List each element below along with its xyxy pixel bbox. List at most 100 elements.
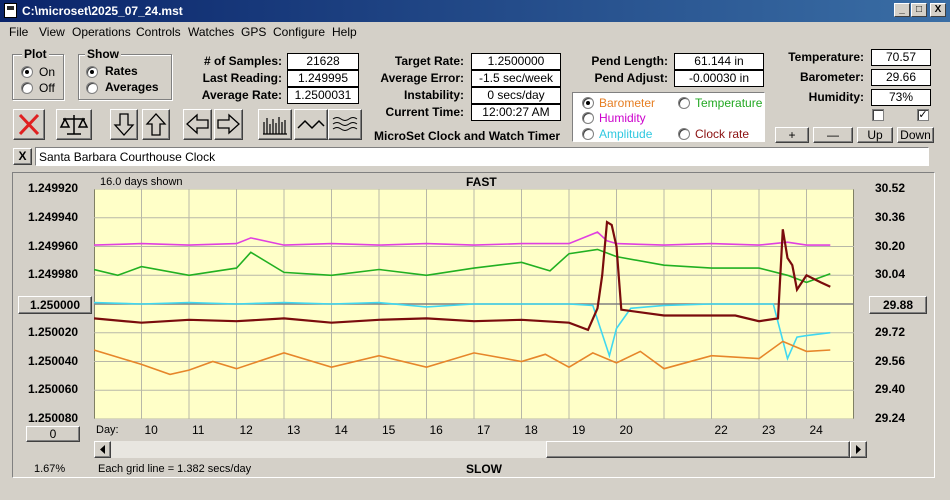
x-axis-tick-label: 18	[524, 423, 538, 437]
rate-chart	[94, 189, 854, 419]
arrow-down-button[interactable]	[110, 109, 138, 140]
scroll-up-button[interactable]: Up	[857, 127, 893, 143]
stop-button[interactable]	[13, 109, 45, 140]
menu-file[interactable]: File	[9, 25, 29, 39]
horizontal-scrollbar[interactable]	[94, 441, 867, 458]
temperature-label: Temperature:	[788, 50, 864, 64]
plot-on-radio[interactable]	[21, 66, 33, 78]
current-barometer-button[interactable]: 29.88	[869, 296, 927, 314]
average-error-label: Average Error:	[380, 71, 464, 85]
clear-name-button[interactable]: X	[13, 148, 32, 165]
show-averages-label: Averages	[105, 80, 159, 94]
show-group: Show Rates Averages	[78, 47, 172, 100]
x-axis-tick-label: 15	[382, 423, 396, 437]
balance-icon	[59, 115, 89, 135]
right-axis-tick-label: 29.72	[875, 324, 906, 339]
samples-label: # of Samples:	[203, 54, 282, 68]
arrow-down-icon	[113, 113, 135, 136]
balance-button[interactable]	[56, 109, 92, 140]
temperature-value: 70.57	[871, 49, 931, 66]
menu-operations[interactable]: Operations	[72, 25, 131, 39]
show-rates-radio[interactable]	[86, 66, 98, 78]
x-axis-tick-label: 23	[762, 423, 776, 437]
x-axis-tick-label: 16	[429, 423, 443, 437]
x-axis-tick-label: 11	[192, 423, 205, 437]
x-axis-tick-label: 17	[477, 423, 491, 437]
show-averages-radio[interactable]	[86, 82, 98, 94]
plot-off-label: Off	[39, 81, 55, 95]
minimize-button[interactable]: _	[894, 3, 910, 17]
amplitude-option-label: Amplitude	[599, 127, 653, 141]
humidity-label: Humidity:	[808, 90, 864, 104]
scroll-thumb[interactable]	[546, 441, 850, 458]
x-axis-tick-label: 24	[809, 423, 823, 437]
scroll-right-button[interactable]	[850, 441, 867, 458]
wave-view-button[interactable]	[294, 109, 328, 140]
right-axis-tick-label: 29.40	[875, 382, 906, 397]
multiwave-view-button[interactable]	[328, 109, 362, 140]
arrow-left-button[interactable]	[183, 109, 212, 140]
series-line-temperature	[94, 248, 831, 284]
scroll-down-button[interactable]: Down	[897, 127, 934, 143]
samples-value: 21628	[287, 53, 359, 70]
instability-value: 0 secs/day	[471, 87, 561, 104]
menu-controls[interactable]: Controls	[136, 25, 181, 39]
arrow-right-button[interactable]	[214, 109, 243, 140]
series-line-amplitude	[94, 301, 831, 362]
close-window-button[interactable]: X	[930, 3, 946, 17]
barometer-radio[interactable]	[582, 97, 594, 109]
menu-view[interactable]: View	[39, 25, 65, 39]
app-icon	[4, 3, 17, 18]
clock-name-input[interactable]: Santa Barbara Courthouse Clock	[35, 147, 929, 166]
left-axis-tick-label: 1.249920	[28, 181, 79, 195]
maximize-button[interactable]: □	[911, 3, 927, 17]
grid-note-label: Each grid line = 1.382 secs/day	[98, 463, 252, 475]
last-reading-label: Last Reading:	[202, 71, 282, 85]
pend-adjust-value: -0.00030 in	[674, 70, 764, 87]
zoom-out-button[interactable]: —	[813, 127, 853, 143]
left-axis-tick-label: 1.249960	[28, 238, 79, 253]
x-axis-tick-label: 12	[239, 423, 253, 437]
last-reading-value: 1.249995	[287, 70, 359, 87]
clock-rate-radio[interactable]	[678, 128, 690, 140]
right-axis-tick-label: 30.04	[875, 267, 906, 282]
target-rate-value: 1.2500000	[471, 53, 561, 70]
humidity-option-label: Humidity	[599, 111, 646, 125]
app-title-label: MicroSet Clock and Watch Timer	[374, 129, 561, 143]
env-checkbox-1[interactable]	[872, 109, 884, 121]
x-axis-tick-label: 22	[714, 423, 728, 437]
amplitude-radio[interactable]	[582, 128, 594, 140]
zero-button[interactable]: 0	[26, 426, 80, 442]
menu-configure[interactable]: Configure	[273, 25, 326, 39]
left-axis-tick-label: 1.249940	[28, 209, 79, 224]
show-group-title: Show	[85, 47, 121, 61]
plot-off-radio[interactable]	[21, 82, 33, 94]
wave-icon	[297, 119, 325, 130]
menu-watches[interactable]: Watches	[188, 25, 235, 39]
menu-gps[interactable]: GPS	[241, 25, 267, 39]
menu-help[interactable]: Help	[332, 25, 357, 39]
arrow-up-button[interactable]	[142, 109, 170, 140]
triangle-right-icon	[856, 445, 861, 454]
scroll-left-button[interactable]	[94, 441, 111, 458]
current-time-label: Current Time:	[385, 105, 464, 119]
percent-label: 1.67%	[34, 463, 66, 475]
multiwave-icon	[332, 117, 358, 131]
menu-bar: File View Operations Controls Watches GP…	[0, 22, 950, 42]
bars-view-button[interactable]	[258, 109, 292, 140]
series-line-barometer	[94, 340, 831, 376]
stop-icon	[18, 113, 40, 136]
temperature-radio[interactable]	[678, 97, 690, 109]
zoom-in-button[interactable]: +	[775, 127, 809, 143]
series-line-humidity	[94, 231, 831, 246]
barometer-option-label: Barometer	[599, 96, 656, 110]
target-rate-label: Target Rate:	[394, 54, 464, 68]
barometer-label: Barometer:	[799, 70, 864, 84]
fast-label: FAST	[466, 175, 497, 189]
left-axis-tick-label: 1.250080	[28, 411, 79, 425]
x-axis-tick-label: 19	[572, 423, 586, 437]
env-checkbox-2[interactable]: ✓	[917, 109, 929, 121]
arrow-left-icon	[186, 113, 209, 135]
current-rate-button[interactable]: 1.250000	[18, 296, 92, 314]
humidity-radio[interactable]	[582, 112, 594, 124]
